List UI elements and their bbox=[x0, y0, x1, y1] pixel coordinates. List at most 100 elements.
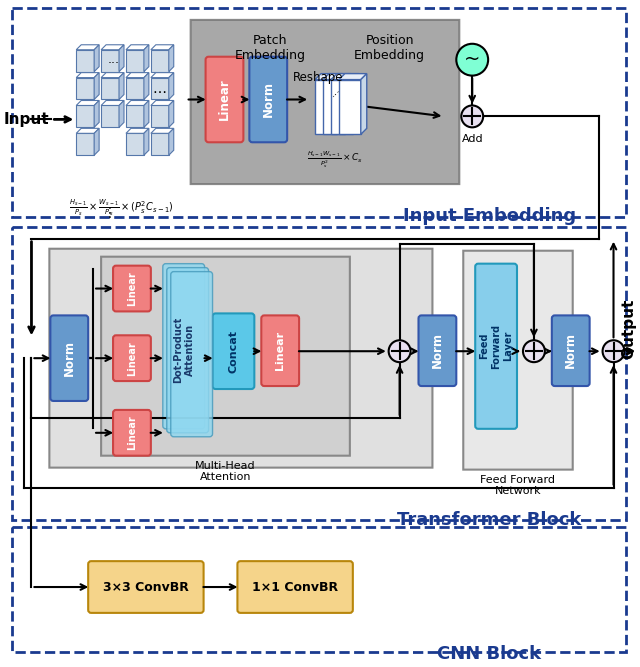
Bar bbox=[315, 79, 337, 134]
Bar bbox=[323, 79, 345, 134]
Polygon shape bbox=[323, 73, 351, 79]
FancyBboxPatch shape bbox=[49, 249, 433, 468]
Text: CNN Block: CNN Block bbox=[437, 645, 541, 663]
Text: $\frac{H_{s-1}}{P_s} \times \frac{W_{s-1}}{P_s} \times (P_s^2 C_{s-1})$: $\frac{H_{s-1}}{P_s} \times \frac{W_{s-1… bbox=[68, 197, 173, 217]
Text: 1×1 ConvBR: 1×1 ConvBR bbox=[252, 580, 338, 594]
FancyBboxPatch shape bbox=[552, 315, 589, 386]
Polygon shape bbox=[169, 45, 173, 71]
Text: Transformer Block: Transformer Block bbox=[397, 512, 581, 530]
Polygon shape bbox=[101, 101, 124, 105]
Polygon shape bbox=[315, 73, 343, 79]
Circle shape bbox=[523, 340, 545, 362]
Polygon shape bbox=[94, 101, 99, 127]
Text: ···: ··· bbox=[330, 86, 344, 101]
Circle shape bbox=[461, 105, 483, 127]
Bar bbox=[151, 77, 169, 99]
FancyBboxPatch shape bbox=[113, 336, 151, 381]
Polygon shape bbox=[169, 73, 173, 99]
FancyBboxPatch shape bbox=[101, 257, 350, 456]
Polygon shape bbox=[94, 73, 99, 99]
Text: Linear: Linear bbox=[127, 341, 137, 376]
FancyBboxPatch shape bbox=[51, 315, 88, 401]
Circle shape bbox=[456, 44, 488, 75]
Bar bbox=[76, 77, 94, 99]
Bar bbox=[151, 105, 169, 127]
Text: ⋮: ⋮ bbox=[103, 206, 117, 220]
FancyBboxPatch shape bbox=[250, 57, 287, 142]
Text: Linear: Linear bbox=[127, 416, 137, 450]
Polygon shape bbox=[76, 45, 99, 50]
Text: Reshape: Reshape bbox=[292, 71, 343, 84]
Polygon shape bbox=[76, 101, 99, 105]
Text: Input: Input bbox=[4, 112, 49, 127]
Polygon shape bbox=[101, 45, 124, 50]
Polygon shape bbox=[76, 73, 99, 77]
FancyBboxPatch shape bbox=[113, 265, 151, 311]
Polygon shape bbox=[361, 73, 367, 134]
Polygon shape bbox=[151, 128, 173, 133]
Polygon shape bbox=[353, 73, 359, 134]
Text: Norm: Norm bbox=[262, 81, 275, 117]
FancyBboxPatch shape bbox=[419, 315, 456, 386]
Text: Feed
Forward
Layer: Feed Forward Layer bbox=[479, 323, 513, 369]
Text: $\frac{H_{s-1}W_{s-1}}{P_s^2} \times C_s$: $\frac{H_{s-1}W_{s-1}}{P_s^2} \times C_s… bbox=[307, 149, 363, 169]
Text: Linear: Linear bbox=[218, 79, 231, 120]
Text: …: … bbox=[153, 81, 167, 95]
Text: ···: ··· bbox=[108, 57, 120, 70]
Circle shape bbox=[388, 340, 410, 362]
Bar bbox=[151, 133, 169, 155]
FancyBboxPatch shape bbox=[237, 561, 353, 613]
FancyBboxPatch shape bbox=[205, 57, 243, 142]
Text: Output: Output bbox=[621, 298, 636, 359]
FancyBboxPatch shape bbox=[88, 561, 204, 613]
Bar bbox=[126, 50, 144, 71]
Text: Concat: Concat bbox=[228, 329, 239, 373]
FancyBboxPatch shape bbox=[113, 410, 151, 456]
Polygon shape bbox=[151, 45, 173, 50]
FancyBboxPatch shape bbox=[212, 313, 254, 389]
Polygon shape bbox=[151, 101, 173, 105]
Bar bbox=[76, 50, 94, 71]
Bar bbox=[12, 528, 627, 652]
Polygon shape bbox=[119, 73, 124, 99]
Text: Norm: Norm bbox=[431, 332, 444, 368]
Bar bbox=[101, 105, 119, 127]
Text: Multi-Head
Attention: Multi-Head Attention bbox=[195, 461, 256, 482]
Polygon shape bbox=[144, 73, 149, 99]
Polygon shape bbox=[337, 73, 343, 134]
Polygon shape bbox=[126, 101, 149, 105]
Text: 3×3 ConvBR: 3×3 ConvBR bbox=[103, 580, 189, 594]
Bar bbox=[101, 50, 119, 71]
Text: Linear: Linear bbox=[127, 271, 137, 306]
Text: Input Embedding: Input Embedding bbox=[403, 207, 576, 225]
Text: Add: Add bbox=[461, 134, 483, 144]
FancyBboxPatch shape bbox=[476, 263, 517, 429]
FancyBboxPatch shape bbox=[163, 263, 205, 429]
Bar bbox=[331, 79, 353, 134]
Text: Norm: Norm bbox=[564, 332, 577, 368]
Polygon shape bbox=[119, 45, 124, 71]
Bar bbox=[151, 50, 169, 71]
FancyBboxPatch shape bbox=[191, 20, 460, 184]
FancyBboxPatch shape bbox=[171, 271, 212, 437]
Polygon shape bbox=[345, 73, 351, 134]
Bar bbox=[126, 77, 144, 99]
Text: Linear: Linear bbox=[275, 331, 285, 370]
Polygon shape bbox=[94, 128, 99, 155]
Polygon shape bbox=[169, 101, 173, 127]
Text: Patch
Embedding: Patch Embedding bbox=[235, 34, 306, 62]
Text: Position
Embedding: Position Embedding bbox=[354, 34, 425, 62]
Polygon shape bbox=[144, 128, 149, 155]
Bar bbox=[126, 133, 144, 155]
Polygon shape bbox=[126, 128, 149, 133]
Text: Feed Forward
Network: Feed Forward Network bbox=[481, 475, 556, 496]
Text: Norm: Norm bbox=[63, 340, 76, 376]
Polygon shape bbox=[119, 101, 124, 127]
Bar bbox=[12, 8, 627, 217]
FancyBboxPatch shape bbox=[463, 251, 573, 470]
Polygon shape bbox=[151, 73, 173, 77]
Bar bbox=[76, 105, 94, 127]
Bar bbox=[126, 105, 144, 127]
FancyBboxPatch shape bbox=[167, 267, 209, 433]
Polygon shape bbox=[169, 128, 173, 155]
